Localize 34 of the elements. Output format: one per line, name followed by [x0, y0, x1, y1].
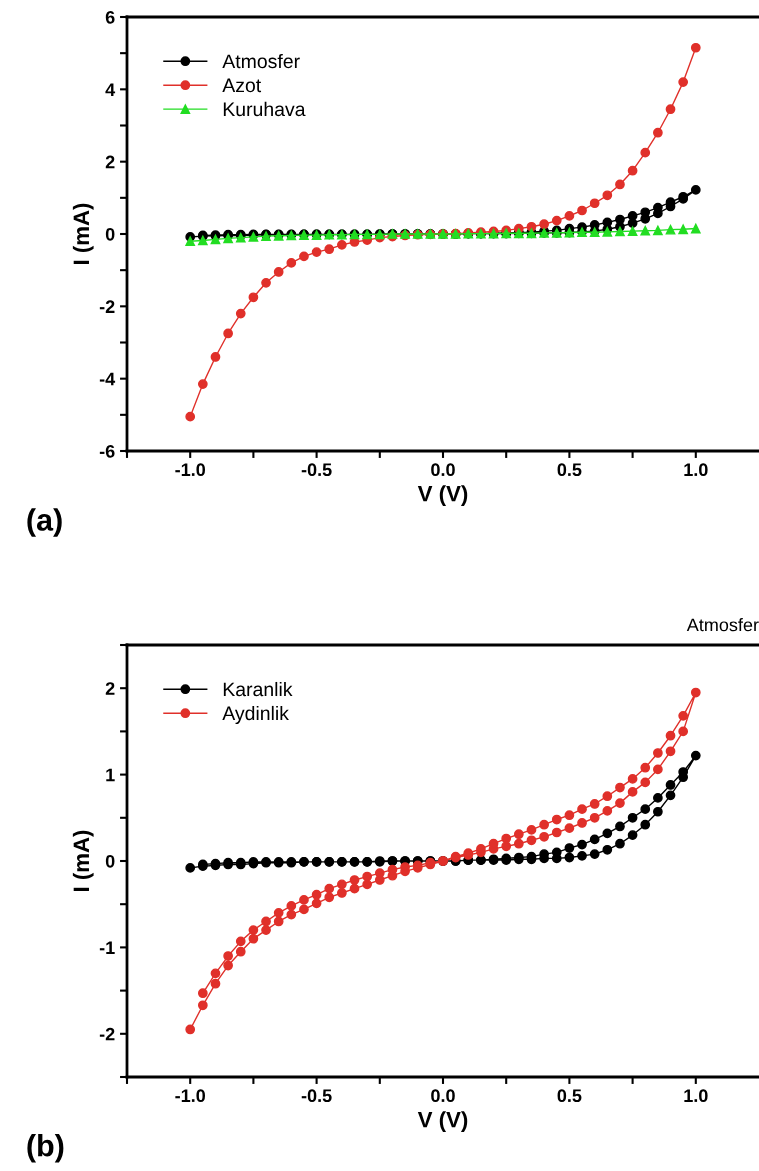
- x-tick-label: 0.0: [431, 1089, 455, 1103]
- text: (a): [27, 508, 62, 537]
- x-tick-label: 0.5: [557, 1089, 582, 1103]
- text: (b): [27, 1134, 64, 1163]
- x-tick-label: 1.0: [684, 463, 708, 477]
- x-tick-label: -0.5: [301, 1089, 332, 1103]
- y-tick-label: 6: [105, 10, 115, 24]
- y-tick-label: -1: [99, 941, 115, 954]
- y-axis-title: I (mA): [72, 203, 94, 264]
- legend-label: Karanlik: [223, 681, 293, 697]
- y-axis-title: I (mA): [72, 830, 94, 891]
- y-tick-label: -6: [99, 444, 115, 458]
- y-tick-label: 1: [106, 768, 115, 782]
- x-tick-label: 1.0: [684, 1089, 708, 1103]
- x-tick-label: -1.0: [175, 1089, 206, 1103]
- legend-label: Kuruhava: [223, 101, 306, 117]
- y-tick-label: 2: [105, 155, 115, 169]
- chart-title: Atmosfer: [686, 618, 759, 632]
- legend-label: Atmosfer: [222, 53, 300, 69]
- y-tick-label: 0: [105, 227, 115, 241]
- legend-label: Aydinlik: [222, 705, 289, 725]
- legend-label: Azot: [222, 78, 262, 93]
- y-tick-label: -4: [99, 372, 116, 386]
- y-tick-label: 2: [105, 682, 115, 695]
- x-tick-label: 0.5: [557, 463, 582, 477]
- x-tick-label: -1.0: [175, 463, 206, 477]
- y-tick-label: -2: [99, 1027, 115, 1041]
- x-axis-title: V (V): [417, 485, 468, 506]
- x-tick-label: -0.5: [301, 463, 332, 477]
- y-tick-label: 4: [105, 83, 116, 96]
- x-axis-title: V (V): [417, 1111, 468, 1132]
- y-tick-label: -2: [99, 300, 115, 313]
- x-tick-label: 0.0: [431, 463, 455, 477]
- y-tick-label: 0: [105, 854, 115, 868]
